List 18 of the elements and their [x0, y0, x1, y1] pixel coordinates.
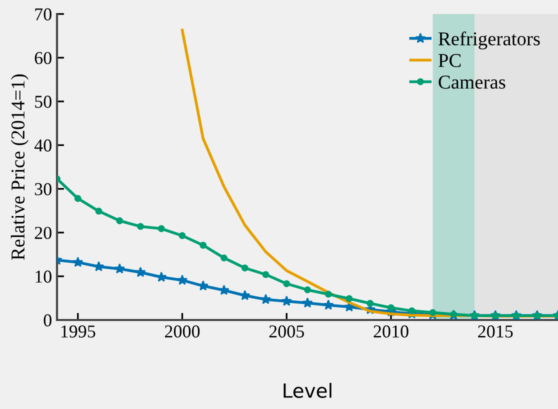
- x-tick-label: 2010: [374, 325, 408, 338]
- y-tick-label: 20: [34, 226, 52, 240]
- y-tick-label: 30: [34, 183, 52, 196]
- x-tick-label: 1995: [61, 325, 96, 338]
- y-tick-label: 10: [36, 270, 52, 283]
- y-tick-label: 60: [34, 52, 52, 64]
- x-axis-title: Level: [284, 382, 332, 398]
- y-axis-title: Relative Price (2014=1): [10, 74, 29, 260]
- x-tick-label: 2005: [269, 325, 304, 338]
- legend-label: Cameras: [438, 76, 506, 89]
- y-tick-label: 50: [35, 96, 52, 108]
- y-tick-label: 70: [35, 8, 52, 20]
- legend-label: PC: [438, 54, 461, 68]
- x-tick-label: 2015: [478, 325, 513, 338]
- y-tick-label: 40: [34, 139, 52, 152]
- x-tick-label: 2000: [164, 325, 200, 338]
- y-tick-label: 0: [44, 314, 52, 326]
- legend-label: Refrigerators: [438, 32, 540, 50]
